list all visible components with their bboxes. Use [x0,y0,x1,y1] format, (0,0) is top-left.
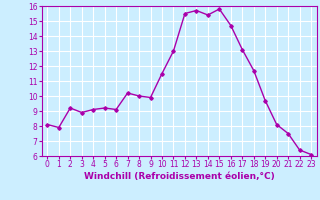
X-axis label: Windchill (Refroidissement éolien,°C): Windchill (Refroidissement éolien,°C) [84,172,275,181]
